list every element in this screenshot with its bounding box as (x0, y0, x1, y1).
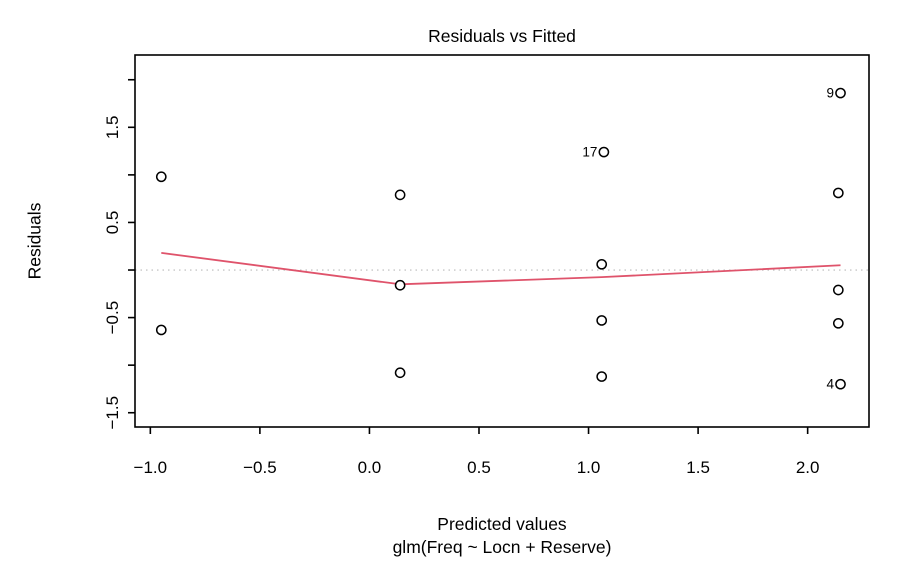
data-point (155, 324, 167, 336)
data-point (155, 171, 167, 183)
y-tick-label: 0.5 (103, 211, 122, 235)
data-point (394, 189, 406, 201)
model-caption: glm(Freq ~ Locn + Reserve) (392, 537, 612, 557)
x-tick-label: −0.5 (243, 458, 277, 477)
x-axis-title: Predicted values (437, 514, 567, 534)
point-label: 17 (582, 145, 597, 160)
y-tick-label: −1.5 (103, 396, 122, 430)
y-tick-label: 1.5 (103, 115, 122, 139)
point-label: 9 (827, 86, 835, 101)
x-tick-label: 1.5 (686, 458, 710, 477)
plot-title: Residuals vs Fitted (428, 26, 576, 46)
x-tick-label: 2.0 (796, 458, 820, 477)
data-point (835, 87, 846, 99)
y-tick-label: −0.5 (103, 301, 122, 335)
data-point (394, 279, 406, 291)
x-tick-label: 1.0 (577, 458, 601, 477)
data-point (835, 378, 846, 390)
data-point (596, 371, 608, 382)
data-point (832, 317, 844, 329)
data-point (832, 187, 844, 199)
x-tick-label: 0.5 (467, 458, 491, 477)
data-point (596, 315, 608, 326)
smoother-line (161, 252, 841, 286)
plot-box (134, 54, 870, 428)
data-point (596, 258, 608, 270)
point-label: 4 (827, 377, 835, 392)
x-tick-label: 0.0 (358, 458, 382, 477)
x-tick-label: −1.0 (134, 458, 168, 477)
data-point (832, 284, 844, 296)
data-point (598, 146, 610, 158)
data-point (394, 367, 406, 379)
